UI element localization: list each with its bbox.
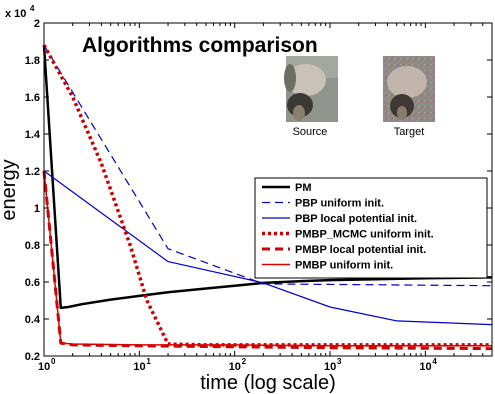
y-multiplier-base: x 10 bbox=[5, 8, 26, 20]
plot-frame bbox=[43, 22, 493, 357]
y-axis-label: energy bbox=[0, 159, 20, 220]
x-tick-exponent: 3 bbox=[337, 357, 342, 366]
x-tick-label: 10 bbox=[133, 361, 145, 373]
y-axis-ticks: 0.2 0.4 0.6 0.8 1 1.2 1.4 1.6 1.8 2 bbox=[25, 18, 492, 363]
legend-box bbox=[254, 177, 488, 279]
x-tick-exponent: 1 bbox=[146, 357, 151, 366]
series-line-0 bbox=[42, 45, 493, 310]
legend: PM PBP uniform init. PBP local potential i… bbox=[254, 177, 488, 279]
x-tick-label: 10 bbox=[324, 361, 336, 373]
y-tick-label: 1.8 bbox=[25, 55, 40, 67]
y-tick-label: 2 bbox=[34, 18, 40, 30]
legend-label-0: PM bbox=[295, 182, 312, 194]
x-axis-label: time (log scale) bbox=[200, 372, 336, 394]
y-multiplier-exponent: 4 bbox=[30, 4, 35, 13]
legend-entries: PM PBP uniform init. PBP local potential i… bbox=[262, 182, 434, 272]
legend-label-5: PMBP uniform init. bbox=[295, 260, 393, 272]
x-tick-exponent: 0 bbox=[51, 357, 56, 366]
series-line-3 bbox=[42, 44, 492, 347]
series-line-1 bbox=[43, 44, 493, 287]
chart-title: Algorithms comparison bbox=[82, 34, 318, 57]
x-tick-label: 10 bbox=[419, 361, 431, 373]
y-tick-label: 1 bbox=[34, 203, 40, 215]
y-tick-label: 0.8 bbox=[25, 240, 40, 252]
series-line-5 bbox=[43, 170, 492, 347]
series-line-2 bbox=[43, 170, 493, 326]
y-tick-label: 1.6 bbox=[25, 92, 40, 104]
target-image bbox=[383, 56, 435, 122]
x-tick-exponent: 4 bbox=[432, 357, 437, 366]
source-caption: Source bbox=[293, 126, 328, 138]
target-caption: Target bbox=[394, 126, 425, 138]
y-tick-label: 0.6 bbox=[25, 277, 40, 289]
x-tick-label: 10 bbox=[229, 361, 241, 373]
y-tick-label: 1.4 bbox=[25, 129, 41, 141]
x-axis-ticks: 10 0 10 1 10 2 10 3 10 4 bbox=[38, 23, 493, 373]
legend-label-2: PBP local potential init. bbox=[295, 213, 417, 225]
y-tick-label: 0.2 bbox=[25, 351, 40, 363]
legend-label-3: PMBP_MCMC uniform init. bbox=[295, 229, 434, 241]
source-image bbox=[284, 56, 338, 122]
y-tick-label: 0.4 bbox=[25, 314, 41, 326]
y-tick-label: 1.2 bbox=[25, 166, 40, 178]
plot-lines bbox=[42, 44, 493, 351]
x-tick-label: 10 bbox=[38, 361, 50, 373]
legend-label-4: PMBP local potential init. bbox=[295, 244, 426, 256]
x-tick-exponent: 2 bbox=[242, 357, 247, 366]
legend-label-1: PBP uniform init. bbox=[295, 198, 384, 210]
